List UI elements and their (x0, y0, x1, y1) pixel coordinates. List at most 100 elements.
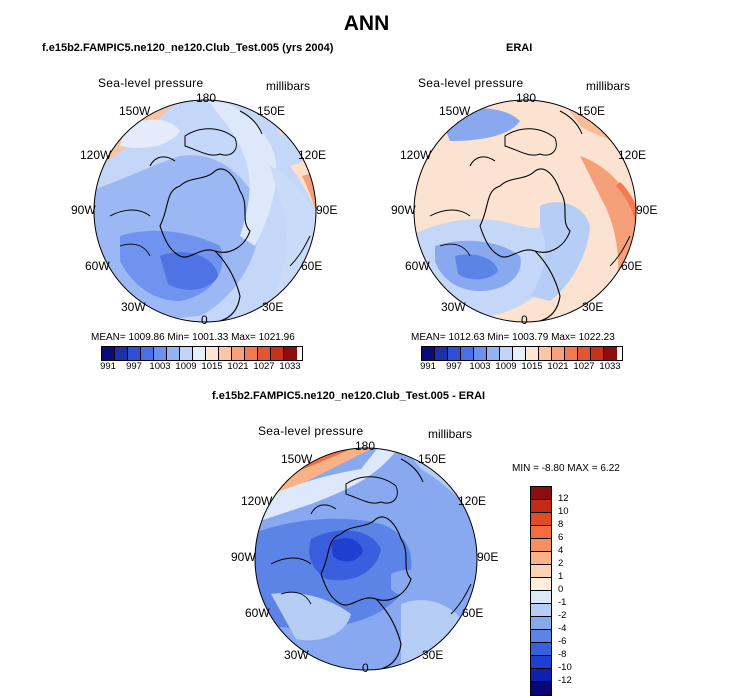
colorbar-swatch (461, 347, 474, 360)
colorbar-tick-label: -10 (558, 662, 572, 673)
units-label-obs: millibars (586, 79, 631, 93)
lon-label-120e: 120E (618, 148, 647, 162)
colorbar-tick-label: 1021 (547, 361, 569, 372)
colorbar-swatch (500, 347, 513, 360)
colorbar-swatch (513, 347, 526, 360)
lon-label-90e: 90E (477, 550, 499, 564)
colorbar-tick-label: -12 (558, 675, 572, 686)
colorbar-swatch (448, 347, 461, 360)
lon-label-120w: 120W (80, 148, 112, 162)
polar-map-diff (254, 447, 478, 671)
panel-title-diff: f.e15b2.FAMPIC5.ne120_ne120.Club_Test.00… (212, 390, 486, 402)
lon-label-30e: 30E (422, 648, 444, 662)
colorbar-tick-label: 1009 (175, 361, 197, 372)
colorbar-tick-label: 0 (558, 584, 564, 595)
panel-title-obs: ERAI (506, 42, 533, 54)
colorbar-swatch (531, 513, 551, 526)
colorbar-tick-label: 1033 (279, 361, 301, 372)
colorbar-swatch (271, 347, 284, 360)
lon-label-150w: 150W (119, 104, 151, 118)
colorbar-swatch (604, 347, 617, 360)
colorbar-tick-label: 10 (558, 506, 569, 517)
lon-label-90e: 90E (636, 203, 658, 217)
lon-label-90w: 90W (71, 203, 96, 217)
colorbar-swatch (487, 347, 500, 360)
colorbar-swatch (531, 591, 551, 604)
colorbar-swatch (206, 347, 219, 360)
colorbar-tick-label: 997 (446, 361, 462, 372)
lon-label-60e: 60E (621, 259, 643, 273)
lon-label-30w: 30W (121, 300, 146, 314)
units-label-diff: millibars (428, 427, 473, 441)
variable-label-model: Sea-level pressure (98, 76, 204, 90)
colorbar-swatch (115, 347, 128, 360)
colorbar-tick-label: -2 (558, 610, 567, 621)
stats-diff: MIN = -8.80 MAX = 6.22 (512, 463, 620, 474)
colorbar-tick-label: 4 (558, 545, 564, 556)
lon-label-120w: 120W (241, 494, 273, 508)
colorbar-swatch (435, 347, 448, 360)
colorbar-tick-label: -6 (558, 636, 567, 647)
colorbar-swatch (531, 526, 551, 539)
colorbar-swatch (531, 656, 551, 669)
colorbar-swatch (531, 604, 551, 617)
lon-label-150w: 150W (439, 104, 471, 118)
colorbar-swatch (258, 347, 271, 360)
lon-label-0: 0 (521, 313, 528, 327)
colorbar-tick-label: 1 (558, 571, 564, 582)
colorbar-swatch (531, 578, 551, 591)
colorbar-tick-label: 1027 (253, 361, 275, 372)
colorbar-swatch (284, 347, 297, 360)
colorbar-swatch (193, 347, 206, 360)
lon-label-180: 180 (196, 91, 217, 105)
lon-label-90w: 90W (231, 550, 256, 564)
colorbar-tick-label: 8 (558, 519, 564, 530)
colorbar-tick-label: 991 (100, 361, 116, 372)
colorbar-tick-label: -1 (558, 597, 567, 608)
colorbar-swatch (128, 347, 141, 360)
variable-label-obs: Sea-level pressure (418, 76, 524, 90)
colorbar-swatch (531, 630, 551, 643)
colorbar-tick-label: 1009 (495, 361, 517, 372)
colorbar-tick-label: 1027 (573, 361, 595, 372)
lon-label-30e: 30E (262, 300, 284, 314)
colorbar-obs: 991 997 1003 1009 1015 1021 1027 1033 (420, 346, 623, 372)
lon-label-150e: 150E (577, 104, 606, 118)
colorbar-swatch (531, 552, 551, 565)
colorbar-tick-label: 1021 (227, 361, 249, 372)
colorbar-tick-label: -4 (558, 623, 567, 634)
lon-label-180: 180 (516, 91, 537, 105)
polar-map-model (93, 99, 317, 323)
colorbar-swatch (219, 347, 232, 360)
stats-obs: MEAN= 1012.63 Min= 1003.79 Max= 1022.23 (411, 332, 615, 343)
colorbar-tick-label: -8 (558, 649, 567, 660)
colorbar-swatch (180, 347, 193, 360)
lon-label-120w: 120W (400, 148, 432, 162)
stats-model: MEAN= 1009.86 Min= 1001.33 Max= 1021.96 (91, 332, 295, 343)
colorbar-swatch (531, 643, 551, 656)
colorbar-swatch (167, 347, 180, 360)
lon-label-60e: 60E (462, 606, 484, 620)
colorbar-tick-label: 1033 (599, 361, 621, 372)
colorbar-swatch (539, 347, 552, 360)
colorbar-tick-label: 2 (558, 558, 564, 569)
colorbar-swatch (232, 347, 245, 360)
lon-label-0: 0 (201, 313, 208, 327)
colorbar-tick-label: 1003 (469, 361, 491, 372)
colorbar-model: 991 997 1003 1009 1015 1021 1027 1033 (100, 346, 303, 372)
colorbar-swatch (154, 347, 167, 360)
lon-label-120e: 120E (458, 494, 487, 508)
lon-label-30w: 30W (284, 648, 309, 662)
colorbar-tick-label: 1003 (149, 361, 171, 372)
panel-title-model: f.e15b2.FAMPIC5.ne120_ne120.Club_Test.00… (42, 42, 334, 54)
colorbar-diff: 12 10 8 6 4 2 1 0 -1 -2 -4 -6 -8 -10 -12 (530, 486, 572, 696)
colorbar-swatch (102, 347, 115, 360)
colorbar-swatch (591, 347, 604, 360)
colorbar-tick-label: 997 (126, 361, 142, 372)
colorbar-swatch (531, 617, 551, 630)
lon-label-90e: 90E (316, 203, 338, 217)
variable-label-diff: Sea-level pressure (258, 424, 364, 438)
lon-label-120e: 120E (298, 148, 327, 162)
colorbar-swatch (526, 347, 539, 360)
units-label-model: millibars (266, 79, 311, 93)
